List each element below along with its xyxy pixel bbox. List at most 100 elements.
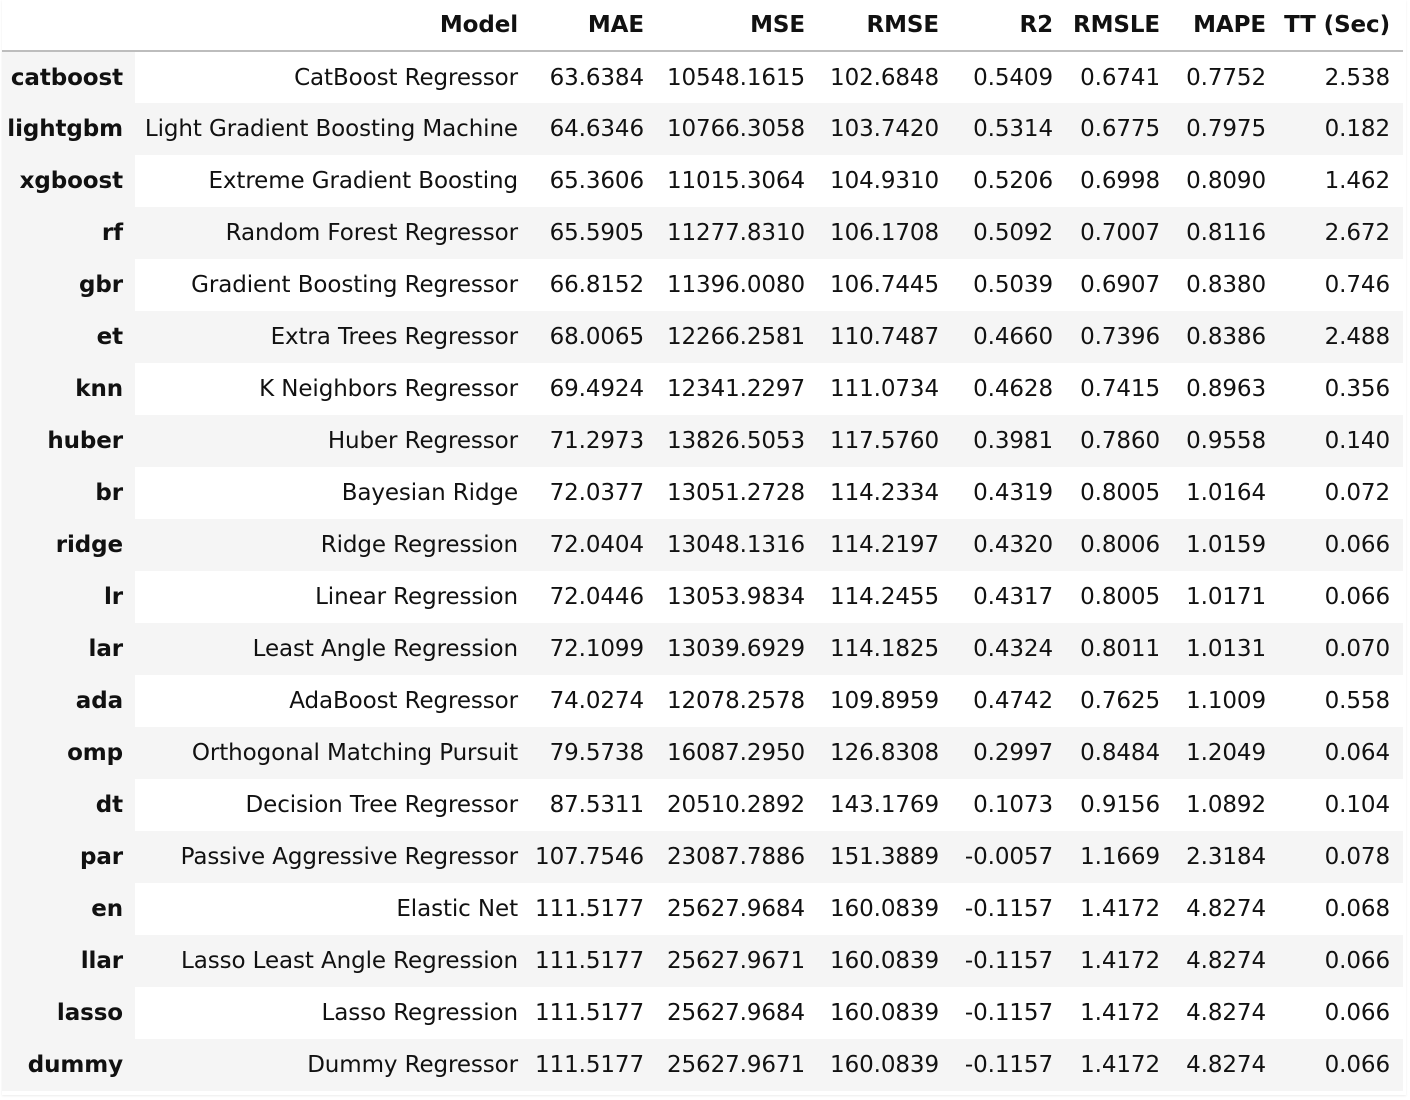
cell-mse: 12078.2578 — [657, 675, 818, 727]
cell-mse: 12341.2297 — [657, 363, 818, 415]
cell-rmse: 117.5760 — [818, 415, 952, 467]
header-index — [2, 0, 135, 52]
cell-mae: 72.0446 — [531, 571, 657, 623]
cell-rmsle: 0.8484 — [1066, 727, 1173, 779]
cell-rmsle: 1.4172 — [1066, 935, 1173, 987]
cell-rmsle: 1.4172 — [1066, 883, 1173, 935]
cell-mse: 25627.9684 — [657, 883, 818, 935]
cell-mse: 13051.2728 — [657, 467, 818, 519]
table-row: dummy Dummy Regressor 111.5177 25627.9671 16… — [2, 1039, 1403, 1091]
cell-mse: 11396.0080 — [657, 259, 818, 311]
cell-rmse: 114.2197 — [818, 519, 952, 571]
cell-tt: 0.072 — [1279, 467, 1403, 519]
row-index-label: dummy — [2, 1039, 135, 1091]
cell-mse: 25627.9684 — [657, 987, 818, 1039]
cell-rmsle: 1.4172 — [1066, 1039, 1173, 1091]
cell-mae: 72.0377 — [531, 467, 657, 519]
cell-r2: 0.5206 — [952, 155, 1066, 207]
cell-tt: 0.558 — [1279, 675, 1403, 727]
table-row: br Bayesian Ridge 72.0377 13051.2728 114.233… — [2, 467, 1403, 519]
cell-rmse: 103.7420 — [818, 103, 952, 155]
header-model: Model — [135, 0, 531, 52]
row-index-label: lr — [2, 571, 135, 623]
cell-mse: 16087.2950 — [657, 727, 818, 779]
table-row: omp Orthogonal Matching Pursuit 79.5738 160… — [2, 727, 1403, 779]
cell-tt: 0.356 — [1279, 363, 1403, 415]
cell-mse: 25627.9671 — [657, 1039, 818, 1091]
table-row: lightgbm Light Gradient Boosting Machine 6… — [2, 103, 1403, 155]
table-row: et Extra Trees Regressor 68.0065 12266.2581… — [2, 311, 1403, 363]
cell-mae: 64.6346 — [531, 103, 657, 155]
cell-model: Lasso Least Angle Regression — [135, 935, 531, 987]
cell-mape: 1.0892 — [1173, 779, 1279, 831]
table-row: knn K Neighbors Regressor 69.4924 12341.229… — [2, 363, 1403, 415]
cell-r2: 0.5314 — [952, 103, 1066, 155]
cell-rmse: 106.7445 — [818, 259, 952, 311]
table-header: Model MAE MSE RMSE R2 RMSLE MAPE TT (Sec… — [2, 0, 1403, 52]
header-row: Model MAE MSE RMSE R2 RMSLE MAPE TT (Sec… — [2, 0, 1403, 52]
cell-mae: 63.6384 — [531, 51, 657, 103]
row-index-label: par — [2, 831, 135, 883]
cell-rmsle: 0.6741 — [1066, 51, 1173, 103]
cell-mae: 111.5177 — [531, 1039, 657, 1091]
cell-rmsle: 0.7625 — [1066, 675, 1173, 727]
cell-rmsle: 0.7396 — [1066, 311, 1173, 363]
cell-mape: 4.8274 — [1173, 987, 1279, 1039]
row-index-label: en — [2, 883, 135, 935]
cell-tt: 0.064 — [1279, 727, 1403, 779]
header-tt: TT (Sec) — [1279, 0, 1403, 52]
table-row: llar Lasso Least Angle Regression 111.5177… — [2, 935, 1403, 987]
cell-mape: 0.7752 — [1173, 51, 1279, 103]
cell-r2: -0.1157 — [952, 1039, 1066, 1091]
row-index-label: lasso — [2, 987, 135, 1039]
cell-mape: 1.2049 — [1173, 727, 1279, 779]
cell-model: Elastic Net — [135, 883, 531, 935]
cell-mape: 0.8090 — [1173, 155, 1279, 207]
cell-rmsle: 0.6775 — [1066, 103, 1173, 155]
cell-mse: 13053.9834 — [657, 571, 818, 623]
row-index-label: lar — [2, 623, 135, 675]
table-row: huber Huber Regressor 71.2973 13826.5053 117… — [2, 415, 1403, 467]
cell-model: Random Forest Regressor — [135, 207, 531, 259]
table-row: xgboost Extreme Gradient Boosting 65.3606 1… — [2, 155, 1403, 207]
cell-mape: 4.8274 — [1173, 1039, 1279, 1091]
header-rmsle: RMSLE — [1066, 0, 1173, 52]
cell-mae: 87.5311 — [531, 779, 657, 831]
cell-mape: 1.0164 — [1173, 467, 1279, 519]
row-index-label: et — [2, 311, 135, 363]
cell-mse: 25627.9671 — [657, 935, 818, 987]
cell-rmsle: 0.6998 — [1066, 155, 1173, 207]
cell-r2: 0.4660 — [952, 311, 1066, 363]
cell-rmsle: 0.8005 — [1066, 467, 1173, 519]
cell-rmse: 160.0839 — [818, 935, 952, 987]
header-mae: MAE — [531, 0, 657, 52]
cell-mse: 13039.6929 — [657, 623, 818, 675]
row-index-label: br — [2, 467, 135, 519]
cell-mae: 66.8152 — [531, 259, 657, 311]
row-index-label: rf — [2, 207, 135, 259]
row-index-label: catboost — [2, 51, 135, 103]
cell-rmse: 106.1708 — [818, 207, 952, 259]
cell-model: Light Gradient Boosting Machine — [135, 103, 531, 155]
cell-r2: -0.1157 — [952, 883, 1066, 935]
row-index-label: omp — [2, 727, 135, 779]
row-index-label: knn — [2, 363, 135, 415]
cell-mape: 0.8116 — [1173, 207, 1279, 259]
cell-rmse: 114.2334 — [818, 467, 952, 519]
cell-rmse: 111.0734 — [818, 363, 952, 415]
cell-mae: 65.3606 — [531, 155, 657, 207]
cell-mse: 13048.1316 — [657, 519, 818, 571]
table-row: lasso Lasso Regression 111.5177 25627.9684 1… — [2, 987, 1403, 1039]
cell-tt: 0.070 — [1279, 623, 1403, 675]
cell-r2: -0.1157 — [952, 987, 1066, 1039]
cell-rmsle: 0.8005 — [1066, 571, 1173, 623]
cell-mae: 72.0404 — [531, 519, 657, 571]
cell-rmse: 143.1769 — [818, 779, 952, 831]
cell-tt: 0.140 — [1279, 415, 1403, 467]
cell-tt: 0.066 — [1279, 987, 1403, 1039]
cell-r2: 0.5092 — [952, 207, 1066, 259]
table-row: lar Least Angle Regression 72.1099 13039.69… — [2, 623, 1403, 675]
cell-rmse: 160.0839 — [818, 1039, 952, 1091]
table-row: ridge Ridge Regression 72.0404 13048.1316 11… — [2, 519, 1403, 571]
